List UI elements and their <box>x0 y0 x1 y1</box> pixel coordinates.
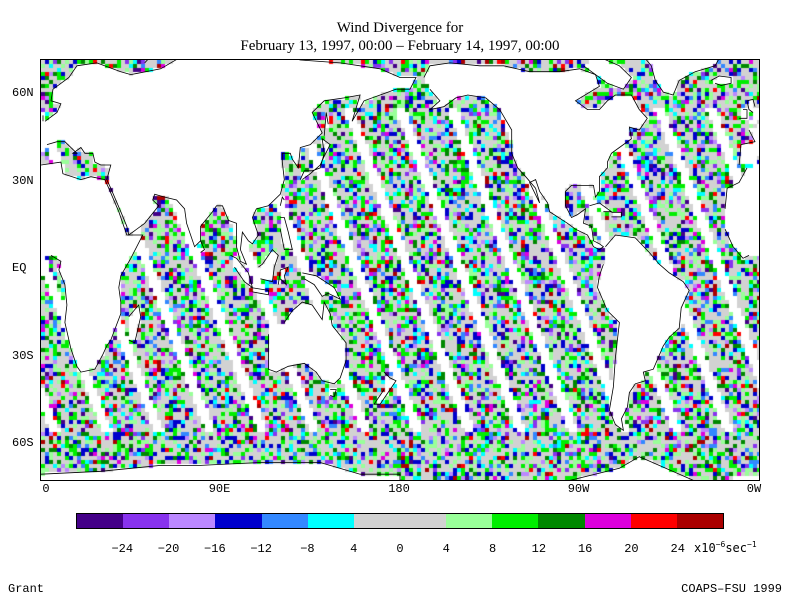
lon-label-0: 0 <box>42 482 50 496</box>
lon-label-90e: 90E <box>208 482 231 496</box>
coastline-1 <box>41 161 750 373</box>
color-scale-swatch-2 <box>169 514 216 528</box>
color-scale-swatch-11 <box>584 514 631 528</box>
lon-label-90w: 90W <box>567 482 590 496</box>
coastline-21 <box>597 234 690 432</box>
color-scale-label-3: −12 <box>250 542 272 556</box>
color-scale-swatch-9 <box>492 514 539 528</box>
coastline-12 <box>279 196 285 206</box>
map-title-line-2: February 13, 1997, 00:00 – February 14, … <box>240 38 560 54</box>
color-scale-label-11: 20 <box>624 542 639 556</box>
color-scale-swatch-5 <box>307 514 354 528</box>
coastline-19 <box>589 202 613 213</box>
coastlines <box>41 60 759 480</box>
coastline-14 <box>200 240 205 253</box>
lat-label-30s: 30S <box>12 348 34 363</box>
color-scale-swatch-0 <box>77 514 124 528</box>
color-scale-bar <box>76 513 724 529</box>
color-scale-swatch-6 <box>353 514 400 528</box>
coastline-18 <box>583 60 632 90</box>
color-scale-label-10: 16 <box>577 542 593 556</box>
color-scale-swatch-7 <box>399 514 447 528</box>
lon-label-0w: 0W <box>746 482 762 496</box>
coastline-17 <box>646 60 719 96</box>
coastline-11 <box>279 217 293 250</box>
coastline-20 <box>611 211 622 218</box>
coastline-3 <box>268 300 347 385</box>
coastline-16 <box>423 62 648 251</box>
coastline-5 <box>373 371 397 405</box>
color-scale-swatch-13 <box>676 514 723 528</box>
coastline-4 <box>330 389 337 398</box>
color-scale-swatch-4 <box>261 514 308 528</box>
color-scale-label-8: 8 <box>488 542 497 556</box>
color-scale-label-12: 24 <box>670 542 685 556</box>
lon-label-180: 180 <box>388 482 410 496</box>
coastline-24 <box>710 75 732 86</box>
map-title-line-1: Wind Divergence for <box>336 20 464 36</box>
coastline-23 <box>739 109 748 119</box>
coastline-7 <box>230 255 254 289</box>
coastline-15 <box>323 112 329 136</box>
color-scale-label-1: −20 <box>157 542 180 556</box>
color-scale-units: x10−6sec−1 <box>694 540 757 555</box>
wind-divergence-map <box>40 59 760 481</box>
color-scale-label-7: 4 <box>442 542 450 556</box>
coastline-10 <box>302 272 342 301</box>
coastline-2 <box>128 304 142 344</box>
color-scale-label-6: 0 <box>396 542 404 556</box>
color-scale-label-4: −8 <box>300 542 315 556</box>
color-scale-swatch-10 <box>538 514 585 528</box>
color-scale-swatch-3 <box>215 514 262 528</box>
coastline-6 <box>258 248 279 283</box>
lat-label-60s: 60S <box>12 436 34 450</box>
coastline-0 <box>44 60 756 266</box>
color-scale-label-9: 12 <box>531 542 547 556</box>
color-scale-swatch-12 <box>630 514 677 528</box>
coastline-22 <box>42 98 756 122</box>
coastline-9 <box>277 266 290 286</box>
coastline-25 <box>144 60 148 64</box>
coastline-26 <box>41 456 694 480</box>
color-scale-label-0: −24 <box>111 542 134 556</box>
color-scale-swatch-1 <box>123 514 170 528</box>
color-scale-label-5: 4 <box>350 542 358 556</box>
color-scale-label-2: −16 <box>204 542 226 556</box>
color-scale-swatch-8 <box>446 514 493 528</box>
coastline-8 <box>250 287 269 296</box>
lat-label-60n: 60N <box>12 86 34 100</box>
institution-credit: COAPS–FSU 1999 <box>681 582 782 596</box>
author-credit: Grant <box>8 582 45 596</box>
coastline-13 <box>299 137 331 180</box>
lat-label-30n: 30N <box>12 173 34 188</box>
lat-label-eq: EQ <box>12 261 27 275</box>
